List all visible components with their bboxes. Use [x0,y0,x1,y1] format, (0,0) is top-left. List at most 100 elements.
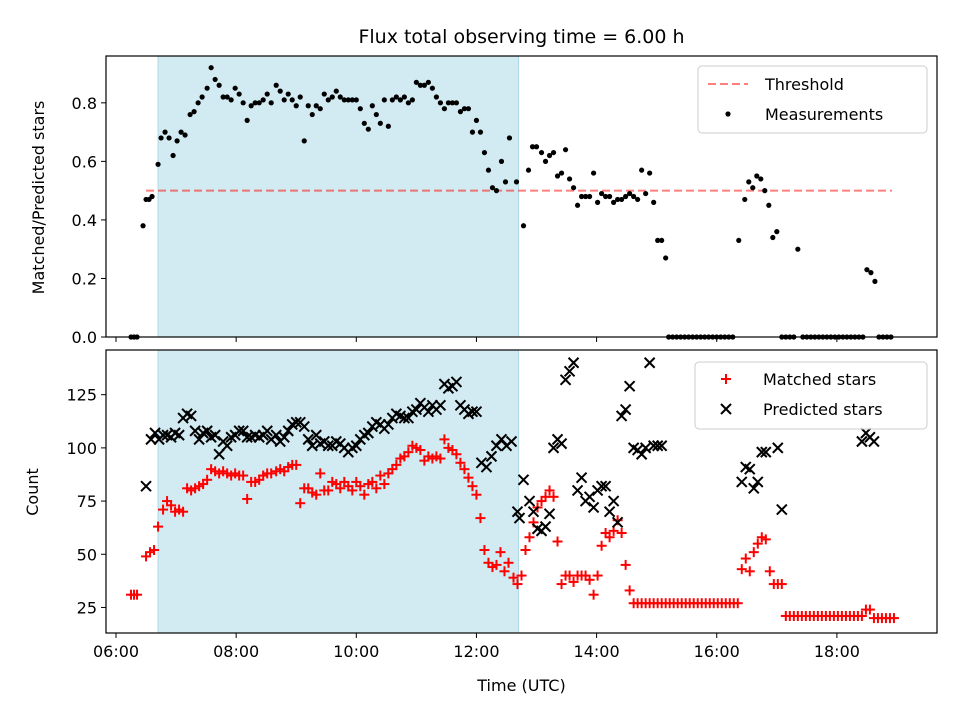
matched-star-point [355,481,366,492]
measurement-point [520,223,527,229]
x-stroke [398,412,411,424]
measurement-point [149,193,155,200]
measurement-point [598,190,605,197]
predicted-star-point [543,508,556,520]
measurement-point [529,144,536,150]
matched-star-point [467,481,478,492]
measurement-point [341,97,347,103]
measurement-point [498,158,505,164]
x-stroke [643,357,656,369]
x-stroke [511,506,524,518]
measurement-point [158,135,164,141]
matched-star-point [888,613,899,624]
predicted-star-point [587,501,600,514]
measurement-point [162,129,168,135]
measurement-point [313,103,319,109]
bottom-x-tick-label: 08:00 [213,642,259,661]
measurement-point [425,79,431,85]
predicted-star-point [752,476,764,488]
matched-star-point [451,449,462,460]
x-stroke [555,437,568,450]
measurement-point [574,202,581,208]
x-stroke [241,431,253,443]
measurement-point [469,129,476,135]
bottom-y-tick-label: 50 [77,545,97,564]
predicted-star-point [595,480,608,492]
x-stroke [298,420,310,433]
top-y-tick-label: 0.8 [72,94,97,113]
measurement-point [473,117,480,123]
measurement-point [590,170,597,176]
matched-star-point [153,521,164,532]
bottom-x-tick-label: 18:00 [814,642,860,661]
x-stroke [567,357,580,369]
measurement-point [293,103,299,109]
top-legend-box [697,65,928,134]
predicted-star-point [505,435,518,448]
measurement-point [481,149,488,156]
predicted-star-point [603,506,616,518]
predicted-star-point [772,442,784,454]
x-stroke [157,429,169,441]
matched-star-point [403,447,414,458]
x-stroke [434,399,447,412]
x-stroke [169,427,181,439]
top-y-tick-label: 0.4 [72,211,97,230]
predicted-star-point [470,405,483,418]
measurement-point [236,91,242,97]
bottom-legend: Matched stars Predicted stars [694,361,928,430]
predicted-star-point [201,425,213,437]
measurement-point [357,106,363,112]
predicted-star-point [651,440,664,452]
top-y-tick-label: 0.2 [72,269,97,288]
top-y-axis-label: Matched/Predicted stars [29,101,48,295]
matched-star-point [864,604,875,615]
measurement-point [542,158,549,164]
matched-star-point [491,559,502,570]
measurement-point [297,94,303,100]
matched-star-point [471,489,482,500]
measurement-point [337,94,343,100]
x-stroke [527,506,540,518]
measurement-point [562,147,569,153]
x-stroke [237,425,249,437]
measurement-point [611,199,617,205]
measurement-point [774,229,780,235]
matched-star-point [604,532,615,543]
predicted-star-point [422,405,435,418]
matched-star-point [588,589,599,600]
x-stroke [221,440,233,452]
matched-star-point [520,545,531,556]
measurement-point [558,170,565,176]
matched-star-point [495,547,506,558]
bottom-legend-box [694,361,928,430]
x-stroke [543,508,556,520]
x-stroke [772,442,784,454]
bottom-y-tick-label: 125 [66,386,97,405]
predicted-star-point [517,474,530,486]
measurement-point [525,167,532,173]
matched-star-point [764,566,775,577]
measurement-point [554,173,561,179]
predicted-star-point [615,410,628,422]
top-frame [105,55,938,338]
bottom-y-axis-label: Count [23,468,42,516]
matched-star-point [291,459,302,470]
matched-star-point [391,459,402,470]
measurement-point [325,97,331,103]
measurement-point [260,97,266,103]
measurement-point [216,82,222,88]
measurement-point [204,85,210,91]
predicted-star-point [209,429,221,441]
measurement-point [766,202,772,208]
top-panel: 0.00.20.40.60.8 Matched/Predicted stars … [29,55,938,347]
measurement-point [277,88,283,94]
measurement-point [289,97,295,103]
measurement-point [208,65,214,71]
matched-star-point [556,579,567,590]
measurement-point [409,97,415,103]
measurement-point [441,106,448,112]
predicted-star-point [241,431,253,443]
x-stroke [595,480,608,492]
bottom-frame [105,349,938,634]
